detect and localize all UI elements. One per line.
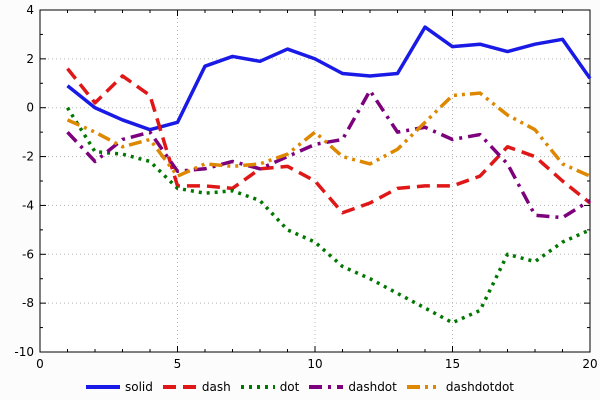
legend-item-dot: dot [240, 380, 300, 394]
y-tick-label: 0 [26, 101, 34, 115]
y-tick-label: -10 [14, 345, 34, 359]
legend-label-dashdotdot: dashdotdot [445, 380, 515, 394]
series-line-dot [66, 106, 591, 325]
plot-background [40, 10, 590, 352]
x-tick-label: 15 [445, 357, 460, 371]
legend-line-sample-dashdotdot [406, 385, 441, 389]
y-tick-label: -2 [22, 150, 34, 164]
series-line-dashdot [66, 88, 591, 220]
chart-legend: solid dash dot dashdot dashdotdot [0, 380, 600, 394]
series-line-solid [66, 25, 592, 132]
legend-line-sample-dashdot [309, 385, 344, 389]
series-line-dashdotdot [66, 91, 591, 178]
y-tick-label: 4 [26, 3, 34, 17]
legend-item-dashdot: dashdot [309, 380, 397, 394]
legend-item-dash: dash [162, 380, 231, 394]
chart-plot-area: 0 5 10 15 20 -10 -8 -6 -4 -2 0 2 4 [14, 3, 597, 371]
legend-label-dashdot: dashdot [348, 380, 397, 394]
legend-line-sample-dash [162, 385, 197, 389]
x-tick-label: 10 [307, 357, 322, 371]
legend-item-dashdotdot: dashdotdot [406, 380, 515, 394]
legend-label-solid: solid [124, 380, 153, 394]
legend-label-dot: dot [279, 380, 300, 394]
y-tick-label: -6 [22, 247, 34, 261]
x-tick-label: 0 [36, 357, 44, 371]
legend-item-solid: solid [85, 380, 153, 394]
legend-line-sample-solid [85, 385, 120, 389]
legend-line-sample-dot [240, 385, 275, 389]
x-tick-label: 5 [174, 357, 182, 371]
series-line-dash [66, 67, 592, 215]
y-tick-label: -8 [22, 296, 34, 310]
legend-label-dash: dash [201, 380, 231, 394]
y-tick-label: 2 [26, 52, 34, 66]
y-tick-label: -4 [22, 198, 34, 212]
x-tick-label: 20 [582, 357, 597, 371]
